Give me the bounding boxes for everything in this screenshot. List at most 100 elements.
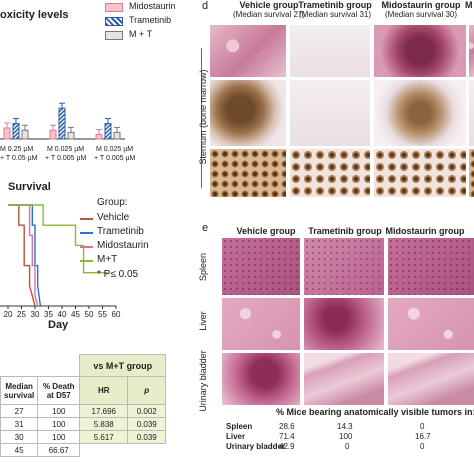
table-cell: 5.617 (79, 430, 129, 444)
survival-curve-vehicle (8, 204, 36, 307)
legend-label-mt: M + T (129, 29, 153, 39)
survival-x-axis-label: Day (48, 319, 69, 331)
survival-pvalue-note: * P≤ 0.05 (97, 269, 139, 280)
histology-image (222, 353, 300, 405)
histology-image (222, 298, 300, 350)
histology-image (374, 149, 466, 197)
legend-label-trametinib: Trametinib (129, 15, 172, 25)
table-cell: 100 (37, 417, 81, 431)
legend-swatch-trametinib (105, 17, 123, 26)
histology-image (388, 298, 474, 350)
x-tick-label: 55 (98, 310, 107, 319)
table-cell (128, 444, 166, 457)
legend-line-trametinib (80, 232, 93, 234)
bar-group-label-3-line2: + T 0.005 µM (94, 155, 136, 162)
table-cell: 31 (0, 417, 39, 431)
histology-image (469, 25, 474, 77)
bar-group-label-2-line1: M 0.025 µM (47, 146, 85, 153)
x-tick-label: 50 (84, 310, 94, 319)
histology-image (222, 238, 300, 295)
histology-image (290, 149, 370, 197)
survival-curve-midostaurin (8, 204, 39, 307)
table-cell (80, 444, 128, 457)
tumor-value: 42.9 (279, 442, 295, 451)
tumor-value: 28.6 (279, 422, 295, 431)
x-tick-label: 20 (3, 310, 13, 319)
panel-e-row-label-liver: Liver (198, 311, 208, 331)
x-tick-label: 30 (30, 310, 40, 319)
histology-image (304, 238, 384, 295)
panel-e-row-label-bladder: Urinary bladder (198, 350, 208, 412)
histology-image (304, 298, 384, 350)
table-cell: 0.002 (127, 404, 167, 418)
histology-image (388, 238, 474, 295)
bar-group-label-1-line1: M 0.25 µM (0, 146, 34, 153)
table-cell: 0.039 (127, 430, 167, 444)
tumor-row-label-spleen: Spleen (226, 422, 253, 431)
tumor-row-label-bladder: Urinary bladder (226, 442, 286, 451)
table-group-header: vs M+T group (79, 354, 167, 377)
panel-d-col-3-sub: (Median survival 30) (384, 10, 458, 19)
toxicity-title: oxicity levels (0, 9, 69, 21)
histology-image (304, 353, 384, 405)
table-row: 27 100 17.696 0.002 (0, 404, 167, 418)
bar-group-label-1-line2: + T 0.05 µM (0, 155, 38, 162)
table-row: 45 66.67 (0, 443, 166, 457)
table-cell: 100 (37, 404, 81, 418)
survival-curve-trametinib (8, 204, 42, 307)
panel-d-col-2-sub: (Median survival 31) (298, 10, 372, 19)
legend-line-vehicle (80, 218, 93, 220)
bar (95, 134, 103, 140)
x-tick-label: 40 (57, 310, 67, 319)
tumor-value: 71.4 (279, 432, 295, 441)
panel-e-col-1-title: Vehicle group (236, 226, 296, 236)
histology-image (374, 25, 466, 77)
histology-image (210, 80, 286, 146)
legend-swatch-mt (105, 31, 123, 40)
bar (21, 129, 29, 140)
bar (12, 123, 20, 140)
table-cell: 30 (0, 430, 39, 444)
table-row: 31 100 5.838 0.039 (0, 417, 167, 431)
legend-label-trametinib-survival: Trametinib (97, 226, 144, 237)
bar (67, 131, 75, 140)
tumor-row-label-liver: Liver (226, 432, 246, 441)
tumor-value: 0 (420, 422, 425, 431)
panel-d-col-2-title: Trametinib group (298, 0, 372, 10)
table-cell: 5.838 (79, 417, 129, 431)
panel-e-row-label-spleen: Spleen (198, 252, 208, 282)
bar (113, 131, 121, 140)
table-header-death: % Death at D57 (37, 376, 81, 405)
tumor-table-title: % Mice bearing anatomically visible tumo… (276, 407, 474, 417)
toxicity-bar-chart (0, 102, 125, 140)
table-header-median: Median survival (0, 376, 39, 405)
bar-group-label-3-line1: M 0.025 µM (96, 146, 134, 153)
panel-e-col-3-title: Midostaurin group (385, 226, 465, 236)
table-cell: 0.039 (127, 417, 167, 431)
table-cell: 66.67 (37, 443, 81, 457)
survival-curve-mt (8, 204, 108, 274)
legend-line-mt (80, 260, 93, 262)
survival-title: Survival (8, 181, 51, 193)
panel-d-row-label: Sternum (bone marrow) (198, 69, 208, 165)
tumor-value: 0 (345, 442, 350, 451)
legend-group-label: Group: (97, 197, 128, 208)
legend-label-midostaurin-survival: Midostaurin (97, 240, 149, 251)
histology-image (290, 80, 370, 146)
histology-image (210, 149, 286, 197)
survival-chart (0, 204, 117, 309)
x-tick-label: 60 (111, 310, 121, 319)
table-header-hr: HR (79, 376, 129, 405)
legend-line-midostaurin (80, 246, 93, 248)
bar (49, 129, 57, 140)
x-tick-label: 45 (71, 310, 80, 319)
panel-d-col-3-title: Midostaurin group (381, 0, 461, 10)
legend-swatch-midostaurin (105, 3, 123, 12)
bar (58, 107, 66, 140)
tumor-value: 16.7 (415, 432, 431, 441)
panel-d-letter: d (202, 0, 209, 12)
legend-label-vehicle: Vehicle (97, 212, 130, 223)
bar (104, 123, 112, 140)
histology-image (388, 353, 474, 405)
panel-d-col-4-title: M (465, 0, 473, 10)
